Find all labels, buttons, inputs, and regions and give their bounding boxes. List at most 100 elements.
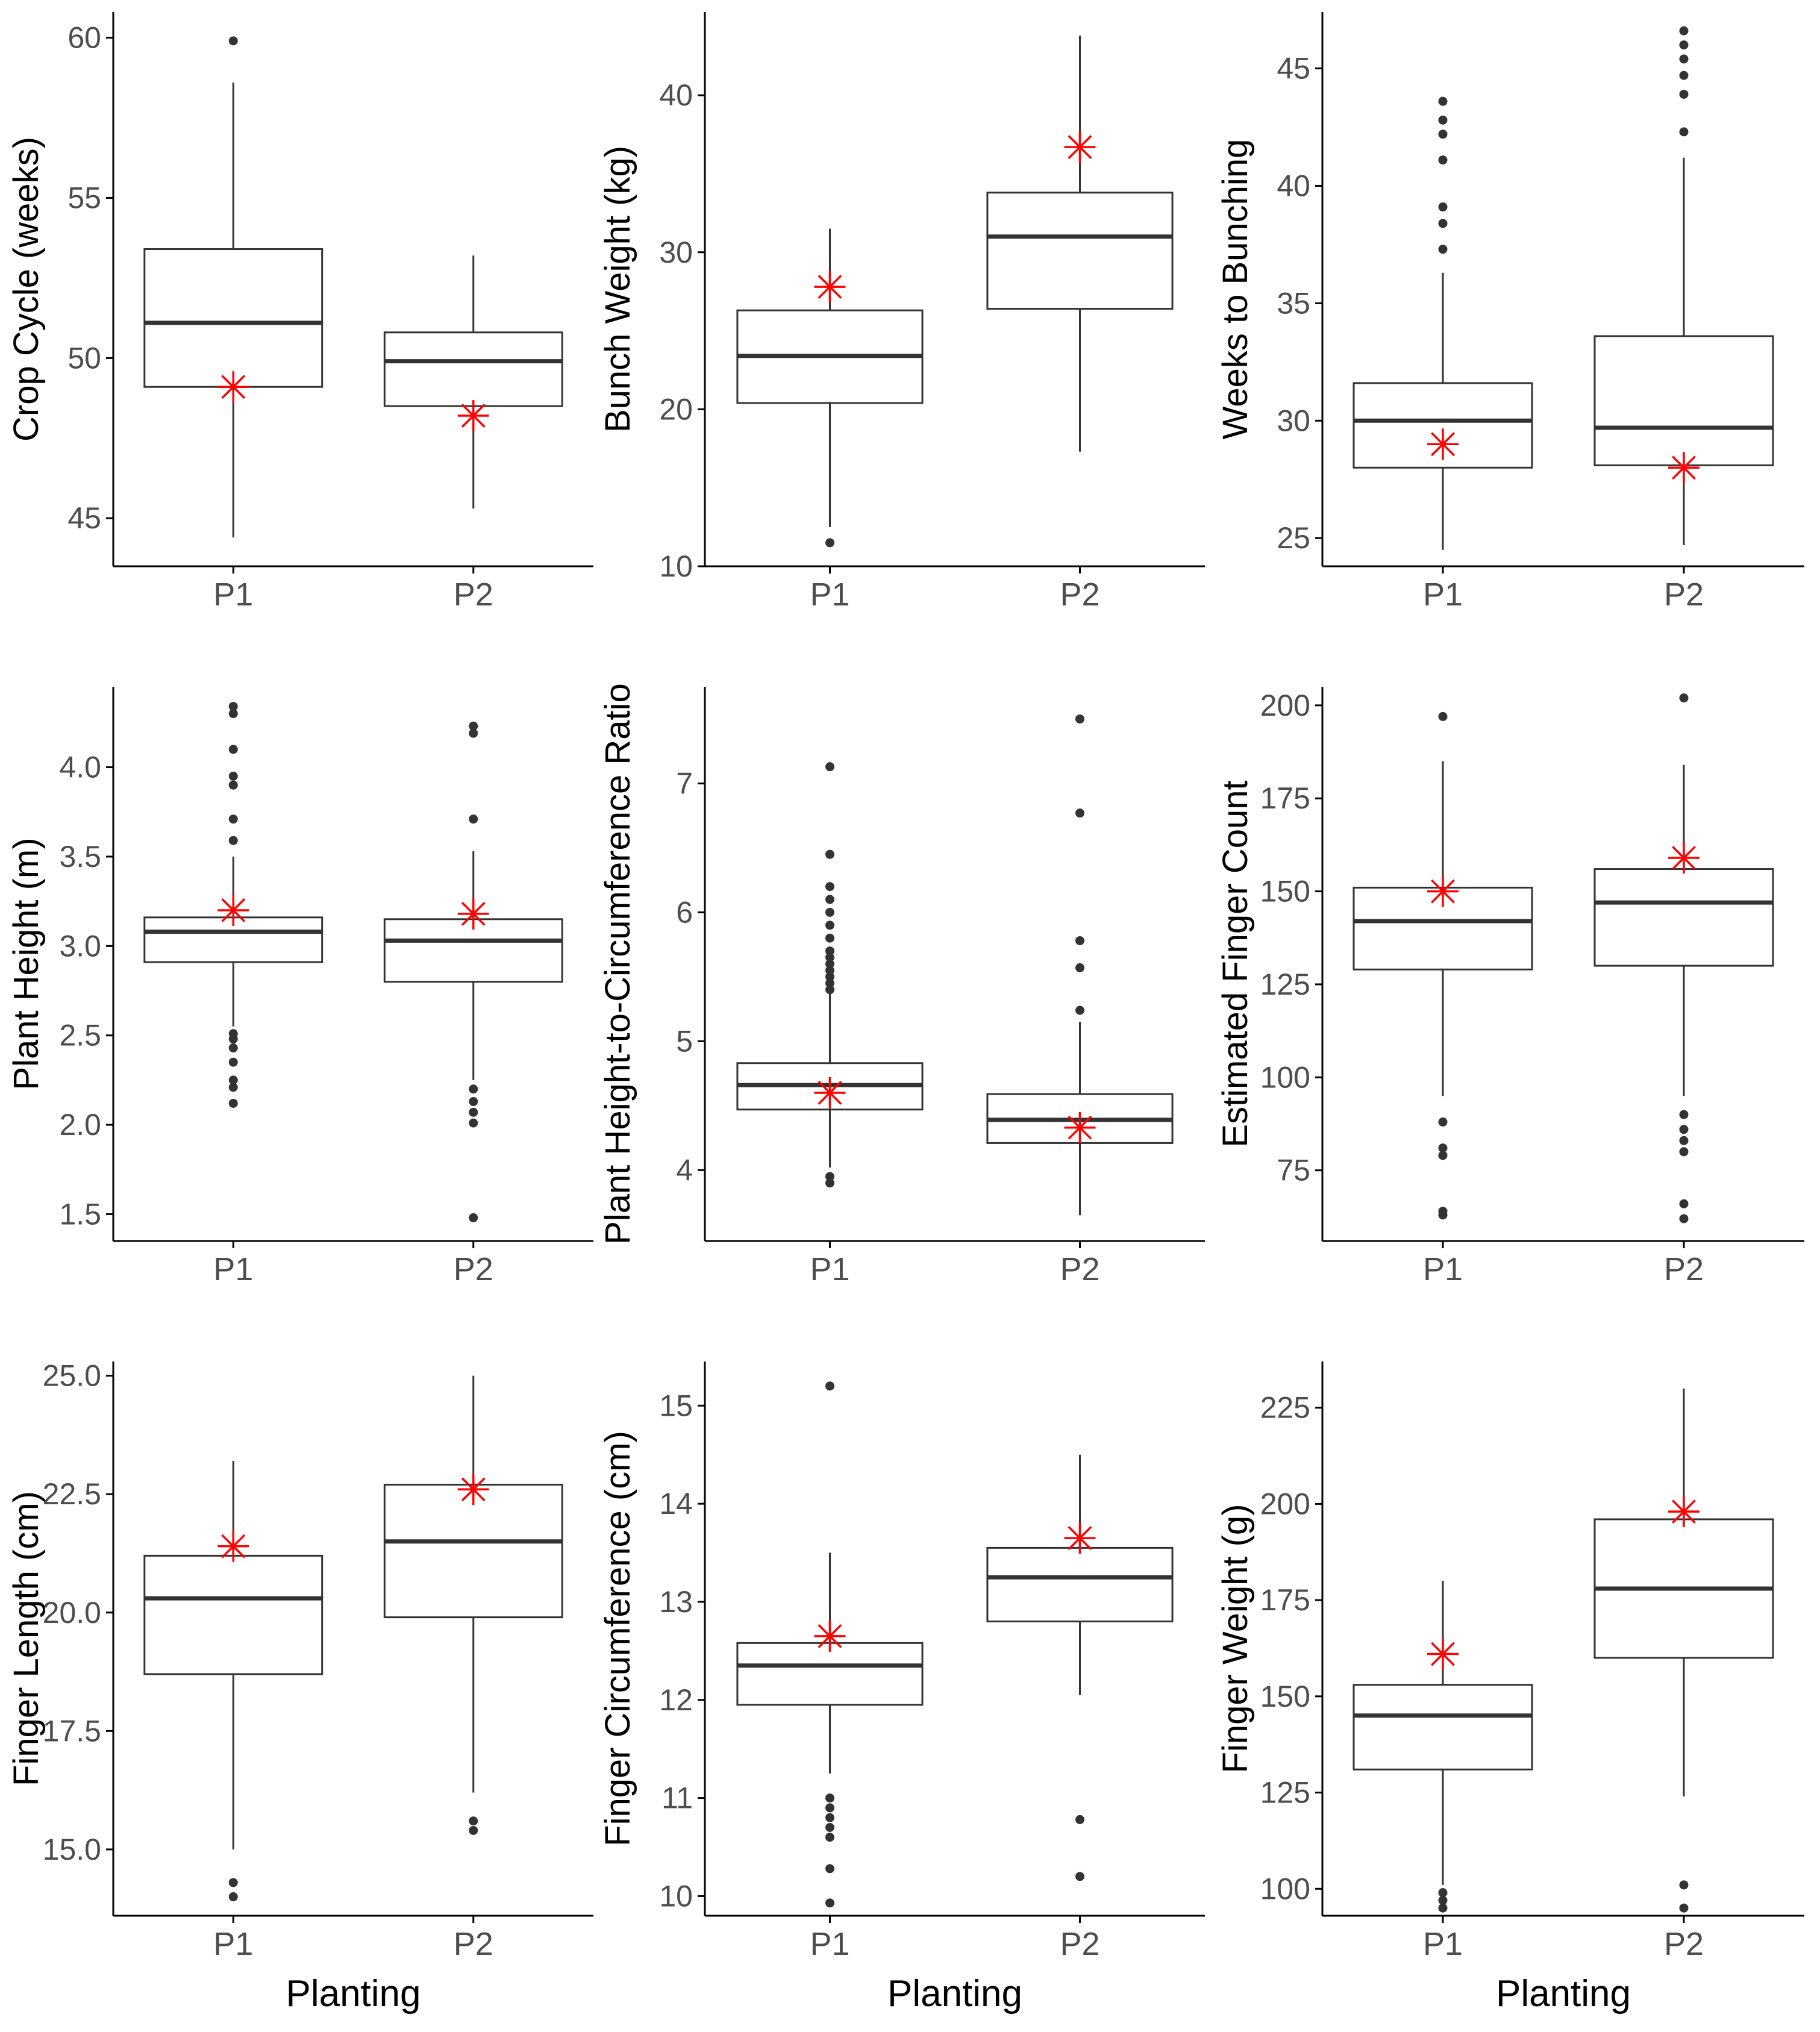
outlier-point: [825, 1793, 834, 1803]
x-tick-label: P2: [1060, 1251, 1099, 1287]
iqr-box: [383, 331, 563, 407]
outlier-point: [1075, 1872, 1084, 1881]
x-tick-label: P1: [213, 1926, 253, 1962]
outlier-point: [1438, 1151, 1448, 1160]
outlier-point: [1438, 1888, 1448, 1898]
iqr-box: [986, 192, 1174, 310]
outlier-point: [228, 771, 238, 781]
x-tick-label: P1: [810, 1251, 849, 1287]
iqr-box: [143, 248, 324, 388]
outlier-point: [228, 836, 238, 845]
y-tick-label: 30: [659, 236, 693, 269]
y-tick-label: 150: [1260, 1680, 1310, 1713]
outlier-point: [825, 1178, 834, 1188]
box-p2: [986, 1454, 1174, 1881]
marker-stroke: [1672, 846, 1696, 870]
y-axis-title: Finger Circumference (cm): [598, 1431, 637, 1846]
outlier-point: [825, 972, 834, 981]
chart-panel-2: 10 20 30 40 P1 P2 Bunch Weight (kg): [598, 12, 1205, 613]
mean-marker: [1668, 842, 1700, 874]
y-tick-label: 14: [659, 1487, 693, 1521]
mean-marker: [1427, 1638, 1459, 1670]
outlier-point: [1438, 219, 1448, 228]
y-axis-title: Bunch Weight (kg): [598, 146, 637, 433]
outlier-point: [228, 1098, 238, 1108]
chart-panel-4: 1.5 2.0 2.5 3.0 3.5 4.0 P1 P2 Plant Height (m): [7, 687, 593, 1287]
x-tick-label: P2: [1664, 1251, 1704, 1287]
outlier-point: [1679, 89, 1689, 99]
outlier-point: [469, 1097, 478, 1107]
box-p2: [1593, 1388, 1774, 1913]
mean-marker: [1064, 1111, 1096, 1143]
outlier-point: [825, 966, 834, 975]
y-tick-label: 200: [1260, 1487, 1310, 1521]
outlier-point: [825, 762, 834, 772]
y-axis-title: Weeks to Bunching: [1216, 139, 1255, 440]
outlier-point: [1679, 1903, 1689, 1913]
y-tick-label: 100: [1260, 1872, 1310, 1905]
outlier-point: [469, 814, 478, 824]
y-tick-label: 40: [659, 78, 693, 112]
outlier-point: [825, 1381, 834, 1391]
y-tick-label: 15: [659, 1389, 693, 1422]
x-axis-title: Planting: [887, 1973, 1022, 2015]
x-tick-label: P2: [454, 1251, 493, 1287]
outlier-point: [825, 946, 834, 956]
y-tick-label: 40: [1277, 169, 1310, 202]
x-tick-label: P1: [810, 577, 849, 613]
x-tick-label: P1: [810, 1926, 849, 1962]
outlier-point: [825, 921, 834, 930]
outlier-point: [469, 1213, 478, 1222]
marker-stroke: [1068, 1115, 1092, 1140]
outlier-point: [469, 1107, 478, 1117]
mean-marker: [457, 400, 489, 432]
outlier-point: [1075, 963, 1084, 972]
outlier-point: [825, 952, 834, 962]
mean-marker: [1668, 452, 1700, 484]
marker-stroke: [221, 1534, 246, 1558]
outlier-point: [228, 702, 238, 711]
x-tick-label: P1: [213, 1251, 253, 1287]
marker-stroke: [1431, 1642, 1455, 1666]
mean-marker: [457, 898, 489, 930]
marker-stroke: [221, 898, 246, 922]
outlier-point: [825, 985, 834, 995]
box-p1: [143, 702, 324, 1108]
mean-marker: [217, 1530, 249, 1562]
y-axis-title: Finger Length (cm): [7, 1491, 46, 1786]
iqr-box: [986, 1546, 1174, 1623]
y-tick-label: 125: [1260, 968, 1310, 1001]
iqr-box: [143, 1554, 324, 1675]
marker-stroke: [1068, 135, 1092, 160]
chart-panel-6: 75 100 125 150 175 200 P1 P2 Estimated Finger Co…: [1216, 687, 1804, 1287]
y-tick-label: 12: [659, 1683, 693, 1717]
mean-marker: [1064, 1522, 1096, 1554]
outlier-point: [228, 1075, 238, 1085]
mean-marker: [217, 371, 249, 403]
outlier-point: [1679, 40, 1689, 50]
y-tick-label: 10: [659, 1879, 693, 1913]
x-tick-label: P2: [1060, 577, 1099, 613]
outlier-point: [825, 959, 834, 969]
x-tick-label: P2: [454, 577, 493, 613]
y-tick-label: 6: [676, 895, 693, 929]
chart-panel-9: 100 125 150 175 200 225 P1 P2 Finger Weight (g) P…: [1216, 1361, 1804, 2015]
outlier-point: [228, 1029, 238, 1039]
y-tick-label: 2.5: [59, 1019, 101, 1052]
outlier-point: [825, 1822, 834, 1832]
y-tick-label: 225: [1260, 1391, 1310, 1425]
outlier-point: [228, 1892, 238, 1902]
outlier-point: [228, 1083, 238, 1092]
marker-stroke: [818, 1080, 842, 1105]
outlier-point: [825, 1803, 834, 1813]
y-tick-label: 100: [1260, 1060, 1310, 1094]
outlier-point: [1438, 1143, 1448, 1153]
outlier-point: [1679, 1125, 1689, 1134]
outlier-point: [1075, 808, 1084, 818]
y-tick-label: 1.5: [59, 1197, 101, 1231]
outlier-point: [228, 814, 238, 824]
mean-marker: [1668, 1496, 1700, 1528]
x-axis-title: Planting: [1496, 1973, 1631, 2015]
y-tick-label: 25: [1277, 521, 1310, 555]
y-tick-label: 3.5: [59, 840, 101, 874]
